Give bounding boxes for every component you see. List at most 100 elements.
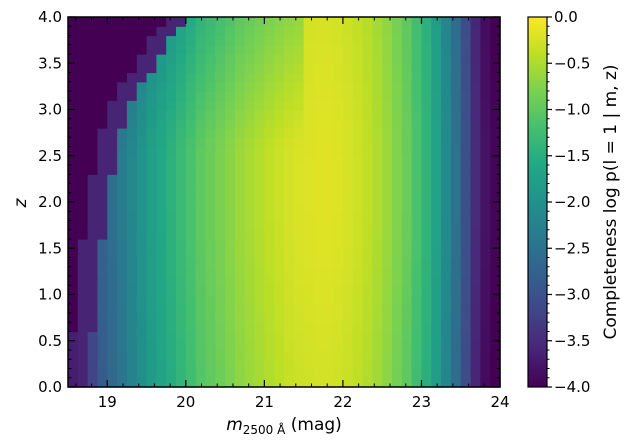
heatmap-cell — [205, 100, 216, 111]
heatmap-cell — [77, 313, 89, 323]
heatmap-cell — [401, 276, 413, 286]
heatmap-cell — [382, 165, 393, 175]
heatmap-cell — [185, 266, 197, 277]
heatmap-cell — [215, 211, 226, 222]
heatmap-cell — [146, 26, 157, 37]
heatmap-cell — [195, 100, 207, 111]
heatmap-cell — [185, 100, 197, 111]
heatmap-cell — [205, 239, 216, 249]
heatmap-cell — [333, 285, 344, 296]
heatmap-cell — [107, 340, 118, 351]
heatmap-cell — [323, 128, 334, 138]
heatmap-cell — [372, 211, 383, 222]
heatmap-cell — [480, 350, 491, 360]
heatmap-cell — [244, 359, 256, 370]
heatmap-cell — [234, 377, 246, 388]
heatmap-cell — [342, 220, 354, 231]
heatmap-cell — [176, 220, 187, 231]
heatmap-cell — [215, 359, 226, 370]
heatmap-cell — [352, 44, 364, 55]
heatmap-cell — [225, 331, 236, 342]
heatmap-cell — [117, 146, 128, 157]
x-tick-label: 24 — [490, 393, 509, 411]
heatmap-cell — [244, 350, 256, 360]
heatmap-cell — [333, 63, 344, 74]
heatmap-cell — [470, 155, 481, 166]
heatmap-cell — [470, 100, 481, 111]
heatmap-cell — [450, 44, 462, 55]
heatmap-cell — [333, 294, 344, 305]
heatmap-cell — [176, 72, 187, 83]
heatmap-cell — [392, 109, 403, 120]
heatmap-cell — [411, 109, 423, 120]
heatmap-cell — [254, 313, 265, 323]
heatmap-cell — [77, 183, 89, 194]
heatmap-cell — [293, 239, 305, 249]
heatmap-cell — [87, 377, 99, 388]
heatmap-cell — [117, 257, 128, 268]
heatmap-cell — [450, 128, 462, 138]
heatmap-cell — [107, 91, 118, 101]
heatmap-cell — [225, 17, 236, 27]
heatmap-cell — [392, 118, 403, 129]
heatmap-cell — [205, 91, 216, 101]
heatmap-cell — [303, 248, 315, 259]
heatmap-cell — [126, 109, 138, 120]
heatmap-cell — [244, 100, 256, 111]
heatmap-cell — [352, 81, 364, 92]
heatmap-cell — [195, 54, 207, 64]
heatmap-cell — [205, 294, 216, 305]
heatmap-cell — [126, 35, 138, 46]
heatmap-cell — [362, 377, 373, 388]
heatmap-cell — [431, 54, 442, 64]
heatmap-cell — [411, 257, 423, 268]
heatmap-cell — [274, 285, 285, 296]
heatmap-cell — [480, 331, 491, 342]
heatmap-cell — [234, 266, 246, 277]
heatmap-cell — [480, 128, 491, 138]
heatmap-cell — [480, 146, 491, 157]
heatmap-cell — [264, 81, 275, 92]
heatmap-cell — [176, 340, 187, 351]
heatmap-cell — [421, 100, 432, 111]
heatmap-cell — [460, 331, 472, 342]
heatmap-cell — [77, 35, 89, 46]
heatmap-cell — [392, 285, 403, 296]
heatmap-cell — [195, 368, 207, 379]
heatmap-cell — [431, 340, 442, 351]
heatmap-cell — [107, 257, 118, 268]
heatmap-cell — [205, 377, 216, 388]
heatmap-cell — [490, 239, 501, 249]
heatmap-cell — [126, 118, 138, 129]
heatmap-cell — [68, 146, 79, 157]
heatmap-cell — [274, 202, 285, 212]
heatmap-cell — [313, 368, 324, 379]
heatmap-cell — [126, 377, 138, 388]
heatmap-cell — [342, 350, 354, 360]
heatmap-cell — [117, 202, 128, 212]
heatmap-cell — [352, 192, 364, 203]
heatmap-cell — [293, 202, 305, 212]
heatmap-cell — [205, 128, 216, 138]
heatmap-cell — [372, 340, 383, 351]
heatmap-cell — [293, 257, 305, 268]
heatmap-cell — [136, 35, 148, 46]
heatmap-cell — [215, 202, 226, 212]
heatmap-cell — [68, 63, 79, 74]
heatmap-cell — [234, 155, 246, 166]
heatmap-cell — [313, 239, 324, 249]
heatmap-cell — [107, 146, 118, 157]
heatmap-cell — [244, 276, 256, 286]
heatmap-cell — [450, 118, 462, 129]
heatmap-cell — [215, 239, 226, 249]
heatmap-cell — [303, 266, 315, 277]
heatmap-cell — [176, 165, 187, 175]
heatmap-cell — [392, 368, 403, 379]
heatmap-cell — [480, 26, 491, 37]
heatmap-cell — [293, 81, 305, 92]
heatmap-cell — [176, 81, 187, 92]
heatmap-cell — [303, 322, 315, 333]
heatmap-cell — [87, 72, 99, 83]
heatmap-cell — [342, 359, 354, 370]
heatmap-cell — [185, 174, 197, 185]
